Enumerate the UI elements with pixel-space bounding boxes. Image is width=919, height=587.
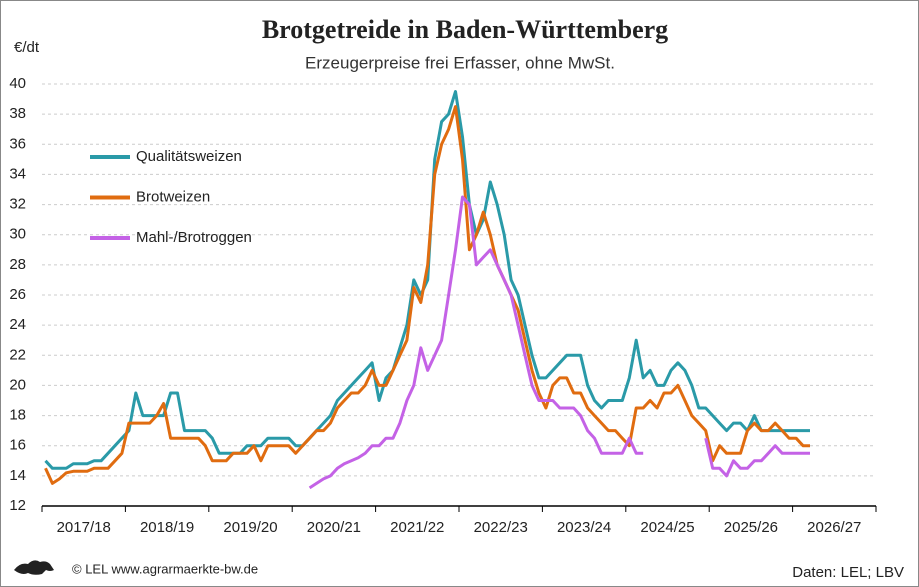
- legend-label: Mahl-/Brotroggen: [136, 229, 252, 246]
- source: Daten: LEL; LBV: [792, 564, 904, 581]
- y-tick-label: 18: [9, 407, 26, 424]
- y-tick-label: 26: [9, 286, 26, 303]
- series-line: [44, 105, 810, 485]
- series-line: [44, 90, 810, 470]
- legend-label: Brotweizen: [136, 188, 210, 205]
- chart-title: Brotgetreide in Baden-Württemberg: [262, 15, 668, 44]
- x-tick-label: 2023/24: [557, 519, 611, 536]
- y-tick-label: 34: [9, 165, 26, 182]
- credit: © LEL www.agrarmaerkte-bw.de: [72, 561, 258, 576]
- y-tick-label: 36: [9, 135, 26, 152]
- y-tick-label: 16: [9, 437, 26, 454]
- x-tick-label: 2018/19: [140, 519, 194, 536]
- y-tick-label: 12: [9, 497, 26, 514]
- legend-label: Qualitätsweizen: [136, 148, 242, 165]
- x-tick-label: 2017/18: [57, 519, 111, 536]
- chart-subtitle: Erzeugerpreise frei Erfasser, ohne MwSt.: [305, 53, 615, 72]
- y-axis-label: €/dt: [14, 39, 40, 56]
- series-line: [308, 195, 810, 490]
- y-tick-label: 24: [9, 316, 26, 333]
- x-tick-label: 2025/26: [724, 519, 778, 536]
- y-tick-label: 40: [9, 75, 26, 92]
- logo: [14, 560, 54, 575]
- y-tick-label: 14: [9, 467, 26, 484]
- y-tick-label: 22: [9, 346, 26, 363]
- y-tick-label: 20: [9, 376, 26, 393]
- y-tick-label: 38: [9, 105, 26, 122]
- x-tick-label: 2026/27: [807, 519, 861, 536]
- x-tick-label: 2022/23: [474, 519, 528, 536]
- y-tick-label: 28: [9, 256, 26, 273]
- x-tick-label: 2024/25: [640, 519, 694, 536]
- y-tick-label: 30: [9, 226, 26, 243]
- y-tick-label: 32: [9, 196, 26, 213]
- x-tick-label: 2020/21: [307, 519, 361, 536]
- x-tick-label: 2021/22: [390, 519, 444, 536]
- x-tick-label: 2019/20: [223, 519, 277, 536]
